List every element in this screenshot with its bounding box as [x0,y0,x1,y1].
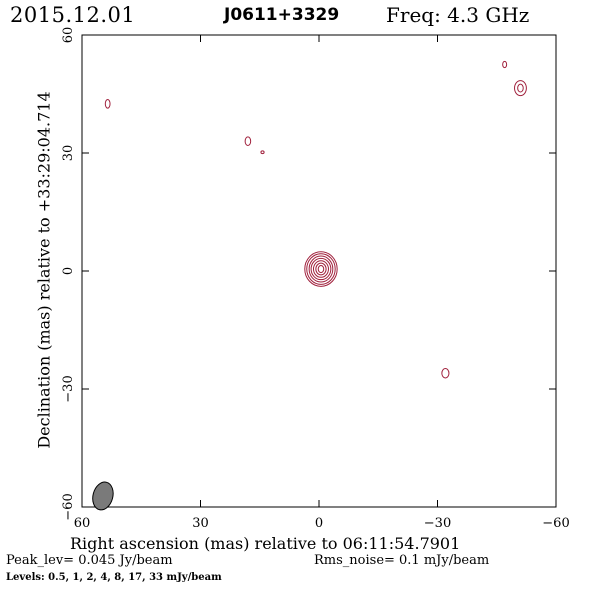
contour-feature [244,136,252,147]
core-contour [310,257,332,281]
observation-date: 2015.12.01 [10,3,136,27]
contour-feature [441,368,450,379]
contour-feature [502,60,508,69]
x-tick-label: 30 [192,516,209,531]
source-name: J0611+3329 [224,5,340,25]
core-contour [304,251,338,287]
contour-layer [104,60,527,379]
x-tick-label: −60 [542,516,569,531]
y-tick-label: 60 [61,27,76,44]
core-contour [317,264,325,274]
contour-feature [514,80,527,97]
core-contour [312,260,329,278]
contour-feature [260,150,265,155]
rms-noise: Rms_noise= 0.1 mJy/beam [314,553,490,568]
core-contour [308,255,334,283]
axis-ticks [81,34,557,508]
y-tick-label: −30 [61,375,76,402]
x-tick-label: 60 [74,516,91,531]
y-tick-label: 0 [61,267,76,275]
contour-levels: Levels: 0.5, 1, 2, 4, 8, 17, 33 mJy/beam [6,572,222,583]
peak-level: Peak_lev= 0.045 Jy/beam [6,553,173,568]
beam-ellipse [92,481,114,511]
contour-feature [517,83,524,93]
x-tick-label: 0 [315,516,323,531]
frequency-label: Freq: 4.3 GHz [386,3,530,27]
beam-layer [92,481,114,511]
y-axis-label: Declination (mas) relative to +33:29:04.… [34,91,54,449]
core-contour [306,253,336,285]
x-tick-label: −30 [424,516,451,531]
x-axis-label: Right ascension (mas) relative to 06:11:… [70,534,461,553]
y-tick-label: 30 [61,145,76,162]
core-contour [315,262,327,276]
y-tick-label: −60 [61,493,76,520]
contour-feature [104,99,111,109]
